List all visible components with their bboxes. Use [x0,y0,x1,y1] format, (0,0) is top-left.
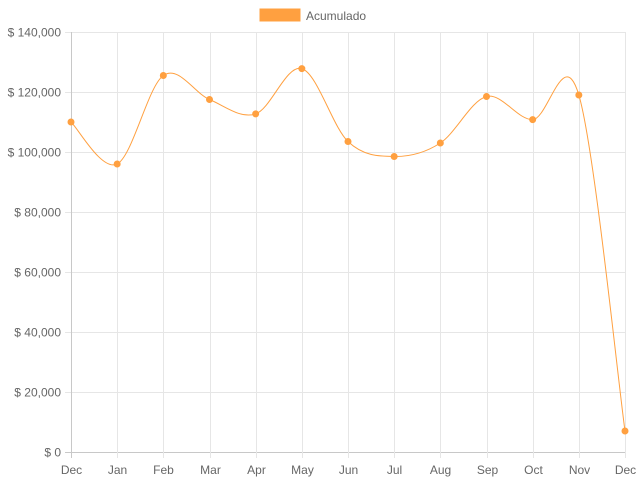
x-tick-label: Jan [108,463,127,477]
x-tick-label: Oct [524,463,543,477]
x-tick-label: Sep [477,463,499,477]
y-tick-label: $ 120,000 [8,86,62,100]
x-tick-label: Jul [387,463,402,477]
x-tick-label: Dec [615,463,636,477]
data-point[interactable] [298,65,306,73]
x-tick-label: Aug [430,463,451,477]
y-tick-label: $ 100,000 [8,146,62,160]
legend[interactable]: Acumulado [259,8,366,23]
data-points[interactable] [67,65,629,435]
data-point[interactable] [390,153,398,160]
data-point[interactable] [252,110,260,118]
data-point[interactable] [621,427,629,435]
legend-swatch [259,8,301,22]
data-point[interactable] [113,160,121,168]
data-point[interactable] [344,138,352,145]
x-tick-label: May [291,463,314,477]
y-tick-label: $ 140,000 [8,26,62,40]
data-point[interactable] [529,116,537,124]
y-tick-label: $ 80,000 [14,206,61,220]
y-tick-label: $ 0 [44,446,61,460]
y-tick-label: $ 40,000 [14,326,61,340]
axes: $ 140,000 $ 120,000 $ 100,000 $ 80,000 $ 60,… [8,26,637,478]
x-tick-label: Mar [200,463,221,477]
data-point[interactable] [575,91,583,99]
data-point[interactable] [67,118,75,126]
y-tick-label: $ 20,000 [14,386,61,400]
x-tick-label: Jun [339,463,358,477]
data-point[interactable] [159,72,167,79]
x-tick-label: Nov [569,463,590,477]
legend-label: Acumulado [306,9,366,23]
grid [65,32,626,458]
x-tick-label: Feb [153,463,174,477]
data-point[interactable] [483,93,490,100]
x-tick-label: Dec [61,463,82,477]
y-tick-label: $ 60,000 [14,266,61,280]
data-point[interactable] [436,139,444,147]
data-point[interactable] [206,96,213,103]
x-tick-label: Apr [247,463,266,477]
